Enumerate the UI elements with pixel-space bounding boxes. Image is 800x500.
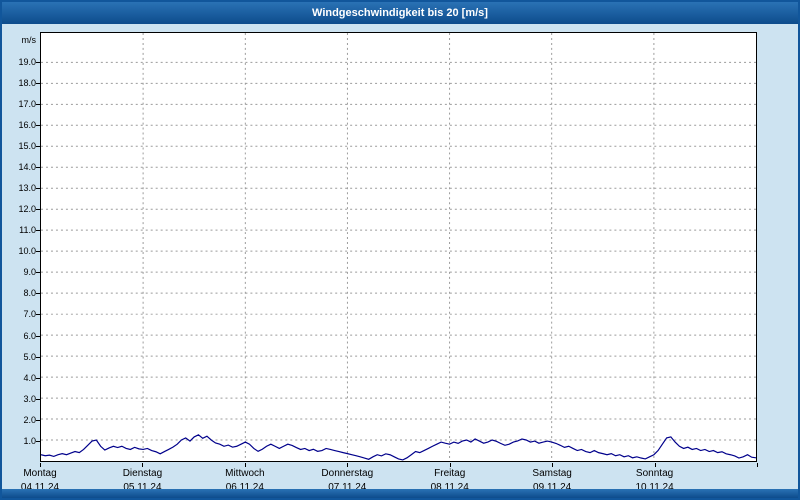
x-tick-mark (654, 463, 656, 467)
plot-svg (41, 33, 756, 461)
x-tick-mark (40, 463, 41, 467)
y-tick-label: 1.0 (23, 435, 36, 446)
y-tick-label: 4.0 (23, 372, 36, 383)
x-tick-mark (757, 463, 758, 467)
x-day-name-label: Montag (23, 468, 57, 479)
y-axis-unit-label: m/s (21, 35, 37, 46)
y-tick-label: 2.0 (23, 414, 36, 425)
x-tick-mark (142, 463, 144, 467)
chart-title-bar: Windgeschwindigkeit bis 20 [m/s] (2, 2, 798, 24)
y-tick-label: 9.0 (23, 267, 36, 278)
y-tick-label: 18.0 (18, 77, 36, 88)
chart-title: Windgeschwindigkeit bis 20 [m/s] (312, 7, 488, 19)
y-tick-label: 10.0 (18, 246, 36, 257)
y-tick-label: 19.0 (18, 56, 36, 67)
x-tick-mark (449, 463, 451, 467)
x-day-name-label: Sonntag (635, 468, 674, 479)
y-tick-label: 13.0 (18, 182, 36, 193)
y-tick-label: 6.0 (23, 330, 36, 341)
x-day-name-label: Samstag (532, 468, 572, 479)
y-tick-label: 7.0 (23, 309, 36, 320)
y-tick-label: 8.0 (23, 288, 36, 299)
y-tick-label: 11.0 (19, 225, 36, 236)
bottom-bar (2, 489, 798, 498)
x-day-name-label: Dienstag (122, 468, 163, 479)
y-tick-label: 16.0 (18, 119, 36, 130)
x-tick-mark (552, 463, 554, 467)
y-tick-label: 12.0 (18, 204, 36, 215)
x-day-name-label: Mittwoch (225, 468, 265, 479)
x-day-name-label: Freitag (434, 468, 466, 479)
y-tick-label: 3.0 (23, 393, 36, 404)
y-tick-label: 14.0 (18, 161, 36, 172)
x-day-name-label: Donnerstag (321, 468, 374, 479)
y-tick-label: 17.0 (18, 98, 36, 109)
x-tick-mark (347, 463, 349, 467)
x-tick-mark (244, 463, 246, 467)
y-tick-label: 5.0 (23, 351, 36, 362)
y-tick-label: 15.0 (18, 140, 36, 151)
plot-area (40, 32, 757, 462)
